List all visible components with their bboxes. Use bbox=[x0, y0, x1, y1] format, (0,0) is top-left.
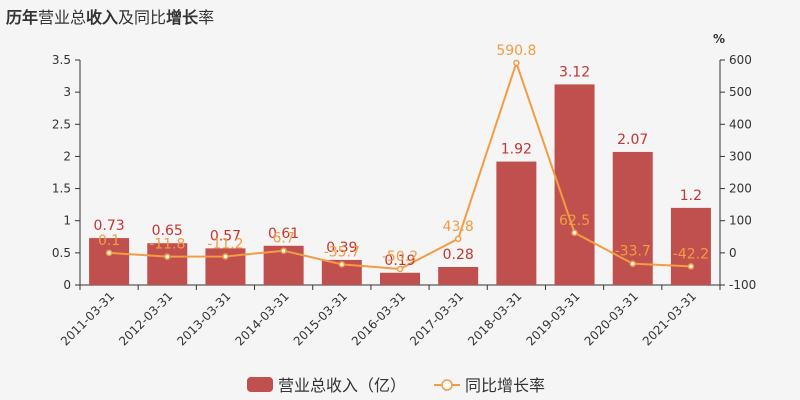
y-right-tick-label: 100 bbox=[729, 214, 752, 228]
bar-value-label: 1.92 bbox=[501, 142, 532, 158]
chart-title-part: 营业总 bbox=[38, 8, 87, 27]
bar-value-label: 0.39 bbox=[326, 240, 357, 256]
growth-point bbox=[105, 249, 113, 257]
growth-point bbox=[687, 263, 695, 270]
growth-value-label: 6.7 bbox=[273, 231, 295, 247]
growth-point bbox=[222, 253, 229, 260]
y-left-tick-label: 3 bbox=[63, 85, 71, 99]
chart-title-part: 及同比 bbox=[118, 8, 167, 27]
bar bbox=[438, 267, 479, 285]
growth-value-label: 0.1 bbox=[98, 233, 120, 249]
y-left-tick-label: 2 bbox=[63, 149, 71, 163]
x-tick-label: 2018-03-31 bbox=[465, 289, 524, 348]
y-left-tick-label: 3.5 bbox=[52, 53, 71, 67]
y-right-unit-label: % bbox=[713, 32, 725, 46]
x-tick-label: 2021-03-31 bbox=[640, 289, 699, 348]
bar-value-label: 1.2 bbox=[680, 188, 702, 204]
y-right-tick-label: 200 bbox=[729, 182, 752, 196]
bar-value-label: 0.73 bbox=[94, 218, 125, 234]
growth-value-label: 43.8 bbox=[443, 219, 474, 235]
growth-value-label: 590.8 bbox=[496, 43, 536, 59]
growth-point bbox=[571, 229, 578, 237]
bar-value-label: 0.65 bbox=[152, 223, 183, 239]
y-left-tick-label: 2.5 bbox=[52, 117, 71, 131]
x-tick-label: 2012-03-31 bbox=[116, 289, 175, 348]
bar bbox=[554, 84, 595, 285]
x-tick-label: 2017-03-31 bbox=[407, 289, 466, 348]
growth-value-label: -42.2 bbox=[673, 246, 709, 262]
y-right-tick-label: -100 bbox=[729, 278, 756, 292]
bar-value-label: 0.57 bbox=[210, 228, 241, 244]
y-left-tick-label: 0.5 bbox=[52, 246, 71, 260]
chart-title-part: 收入 bbox=[86, 8, 119, 27]
growth-point bbox=[396, 265, 404, 273]
bar bbox=[670, 207, 711, 285]
y-right-tick-label: 500 bbox=[729, 85, 752, 99]
y-right-tick-label: 0 bbox=[729, 246, 737, 260]
x-tick-label: 2014-03-31 bbox=[233, 289, 292, 348]
growth-point bbox=[629, 260, 636, 267]
chart-title-part: 增长 bbox=[166, 8, 199, 27]
x-tick-label: 2020-03-31 bbox=[582, 289, 641, 348]
y-left-tick-label: 0 bbox=[63, 278, 71, 292]
growth-value-label: -35.7 bbox=[324, 244, 360, 260]
growth-value-label: -11.8 bbox=[149, 237, 185, 253]
x-tick-label: 2011-03-31 bbox=[58, 289, 117, 348]
legend-line-label: 同比增长率 bbox=[465, 376, 545, 395]
growth-value-label: -50.2 bbox=[382, 249, 418, 265]
x-tick-label: 2019-03-31 bbox=[523, 289, 582, 348]
bar-value-label: 0.19 bbox=[384, 253, 415, 269]
y-right-tick-label: 300 bbox=[729, 149, 752, 163]
legend-bar-swatch bbox=[247, 377, 273, 392]
growth-value-label: -11.2 bbox=[207, 236, 243, 252]
bar bbox=[380, 272, 420, 285]
bar-value-label: 3.12 bbox=[559, 64, 590, 80]
growth-line bbox=[109, 59, 691, 271]
y-left-tick-label: 1.5 bbox=[52, 182, 71, 196]
legend-line-marker bbox=[441, 379, 453, 391]
bar-value-label: 2.07 bbox=[617, 132, 648, 148]
bar bbox=[147, 243, 188, 285]
growth-point bbox=[164, 253, 171, 260]
growth-value-label: -33.7 bbox=[615, 244, 651, 260]
chart-title: 历年营业总收入及同比增长率 bbox=[6, 4, 214, 28]
growth-point bbox=[454, 235, 462, 243]
bar-value-label: 0.28 bbox=[443, 247, 474, 263]
x-tick-label: 2016-03-31 bbox=[349, 289, 408, 348]
x-tick-label: 2015-03-31 bbox=[291, 289, 350, 348]
growth-point bbox=[513, 59, 520, 67]
chart-title-part: 率 bbox=[198, 8, 215, 27]
growth-point bbox=[280, 247, 287, 254]
chart-title-part: 历年 bbox=[6, 8, 39, 27]
legend-bar-label: 营业总收入（亿） bbox=[278, 376, 406, 395]
growth-point bbox=[338, 261, 346, 268]
bar bbox=[89, 238, 130, 285]
y-left-tick-label: 1 bbox=[63, 214, 71, 228]
y-right-tick-label: 400 bbox=[729, 117, 752, 131]
growth-value-label: 62.5 bbox=[559, 213, 590, 229]
x-tick-label: 2013-03-31 bbox=[174, 289, 233, 348]
bar-value-label: 0.61 bbox=[268, 226, 299, 242]
bar bbox=[496, 161, 537, 285]
y-right-tick-label: 600 bbox=[729, 53, 752, 67]
